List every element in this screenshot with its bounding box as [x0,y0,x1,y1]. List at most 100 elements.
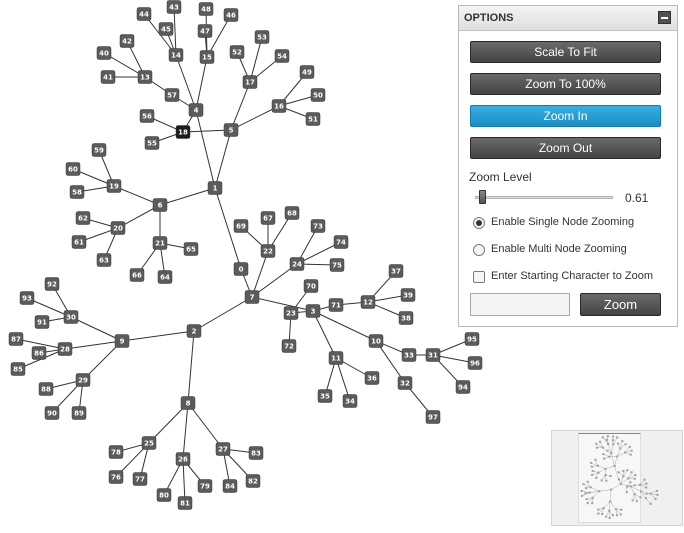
graph-node-box[interactable] [260,244,276,258]
graph-node[interactable]: 79 [197,479,213,493]
zoom-button[interactable]: Zoom [580,293,661,316]
graph-node-box[interactable] [141,436,157,450]
graph-node[interactable]: 49 [299,65,315,79]
graph-node[interactable]: 58 [69,185,85,199]
graph-node[interactable]: 62 [75,211,91,225]
graph-node[interactable]: 16 [271,99,287,113]
graph-node-box[interactable] [129,268,145,282]
graph-node-box[interactable] [180,396,196,410]
graph-node[interactable]: 64 [157,270,173,284]
graph-node[interactable]: 55 [144,136,160,150]
graph-node[interactable]: 4 [188,103,204,117]
graph-node-box[interactable] [71,406,87,420]
graph-node-box[interactable] [175,452,191,466]
graph-node[interactable]: 0 [233,262,249,276]
graph-node[interactable]: 65 [183,242,199,256]
graph-node-box[interactable] [197,24,213,38]
graph-node-box[interactable] [34,315,50,329]
graph-node[interactable]: 73 [310,219,326,233]
zoom-in-button[interactable]: Zoom In [470,105,661,127]
graph-node[interactable]: 66 [129,268,145,282]
graph-node[interactable]: 87 [8,332,24,346]
graph-node[interactable]: 76 [108,470,124,484]
graph-node[interactable]: 3 [305,304,321,318]
graph-node-box[interactable] [289,257,305,271]
graph-node[interactable]: 12 [360,295,376,309]
graph-node-box[interactable] [274,49,290,63]
graph-node[interactable]: 52 [229,45,245,59]
graph-node-box[interactable] [222,479,238,493]
graph-node[interactable]: 60 [65,162,81,176]
graph-node[interactable]: 30 [63,310,79,324]
graph-node-box[interactable] [164,88,180,102]
graph-node-box[interactable] [10,362,26,376]
graph-node-box[interactable] [233,262,249,276]
starting-character-input[interactable] [470,293,570,316]
graph-node-box[interactable] [368,334,384,348]
graph-node-box[interactable] [215,442,231,456]
graph-node-box[interactable] [333,235,349,249]
graph-node[interactable]: 10 [368,334,384,348]
graph-node[interactable]: 68 [284,206,300,220]
graph-node-box[interactable] [114,334,130,348]
graph-node[interactable]: 94 [455,380,471,394]
graph-node-box[interactable] [223,8,239,22]
graph-node-box[interactable] [401,348,417,362]
graph-node-box[interactable] [281,339,297,353]
graph-node-box[interactable] [108,445,124,459]
graph-node[interactable]: 24 [289,257,305,271]
multi-node-zoom-radio[interactable] [473,244,485,256]
graph-node[interactable]: 13 [137,70,153,84]
graph-node-box[interactable] [139,109,155,123]
graph-node-box[interactable] [8,332,24,346]
graph-node-box[interactable] [100,70,116,84]
scale-to-fit-button[interactable]: Scale To Fit [470,41,661,63]
graph-node-box[interactable] [364,371,380,385]
graph-node-box[interactable] [207,181,223,195]
graph-node[interactable]: 81 [177,496,193,510]
graph-node-box[interactable] [69,185,85,199]
graph-node-box[interactable] [388,264,404,278]
graph-node[interactable]: 54 [274,49,290,63]
graph-node-box[interactable] [223,123,239,137]
graph-node[interactable]: 32 [397,376,413,390]
graph-node-box[interactable] [136,7,152,21]
graph-node[interactable]: 14 [168,48,184,62]
graph-node[interactable]: 59 [91,143,107,157]
graph-node-box[interactable] [360,295,376,309]
graph-node-box[interactable] [229,45,245,59]
graph-node[interactable]: 18 [175,125,191,139]
graph-node[interactable]: 85 [10,362,26,376]
graph-node-box[interactable] [188,103,204,117]
graph-node-box[interactable] [132,472,148,486]
graph-node-box[interactable] [242,75,258,89]
graph-node[interactable]: 43 [166,0,182,14]
graph-node[interactable]: 71 [328,298,344,312]
graph-node[interactable]: 19 [106,179,122,193]
graph-node[interactable]: 26 [175,452,191,466]
graph-node-box[interactable] [260,211,276,225]
graph-node-box[interactable] [254,30,270,44]
graph-node-box[interactable] [425,348,441,362]
graph-node[interactable]: 7 [244,290,260,304]
graph-node-box[interactable] [310,88,326,102]
single-node-zoom-radio[interactable] [473,217,485,229]
graph-node-box[interactable] [158,22,174,36]
graph-node-box[interactable] [245,474,261,488]
graph-node-box[interactable] [425,410,441,424]
graph-node[interactable]: 46 [223,8,239,22]
graph-node[interactable]: 83 [248,446,264,460]
graph-node[interactable]: 45 [158,22,174,36]
graph-node-box[interactable] [96,46,112,60]
graph-node-box[interactable] [183,242,199,256]
graph-node[interactable]: 56 [139,109,155,123]
graph-node[interactable]: 50 [310,88,326,102]
graph-node[interactable]: 11 [328,351,344,365]
graph-node-box[interactable] [19,291,35,305]
graph-node[interactable]: 40 [96,46,112,60]
graph-node[interactable]: 84 [222,479,238,493]
graph-node[interactable]: 75 [329,258,345,272]
graph-node-box[interactable] [197,479,213,493]
graph-node[interactable]: 33 [401,348,417,362]
graph-node[interactable]: 34 [342,394,358,408]
